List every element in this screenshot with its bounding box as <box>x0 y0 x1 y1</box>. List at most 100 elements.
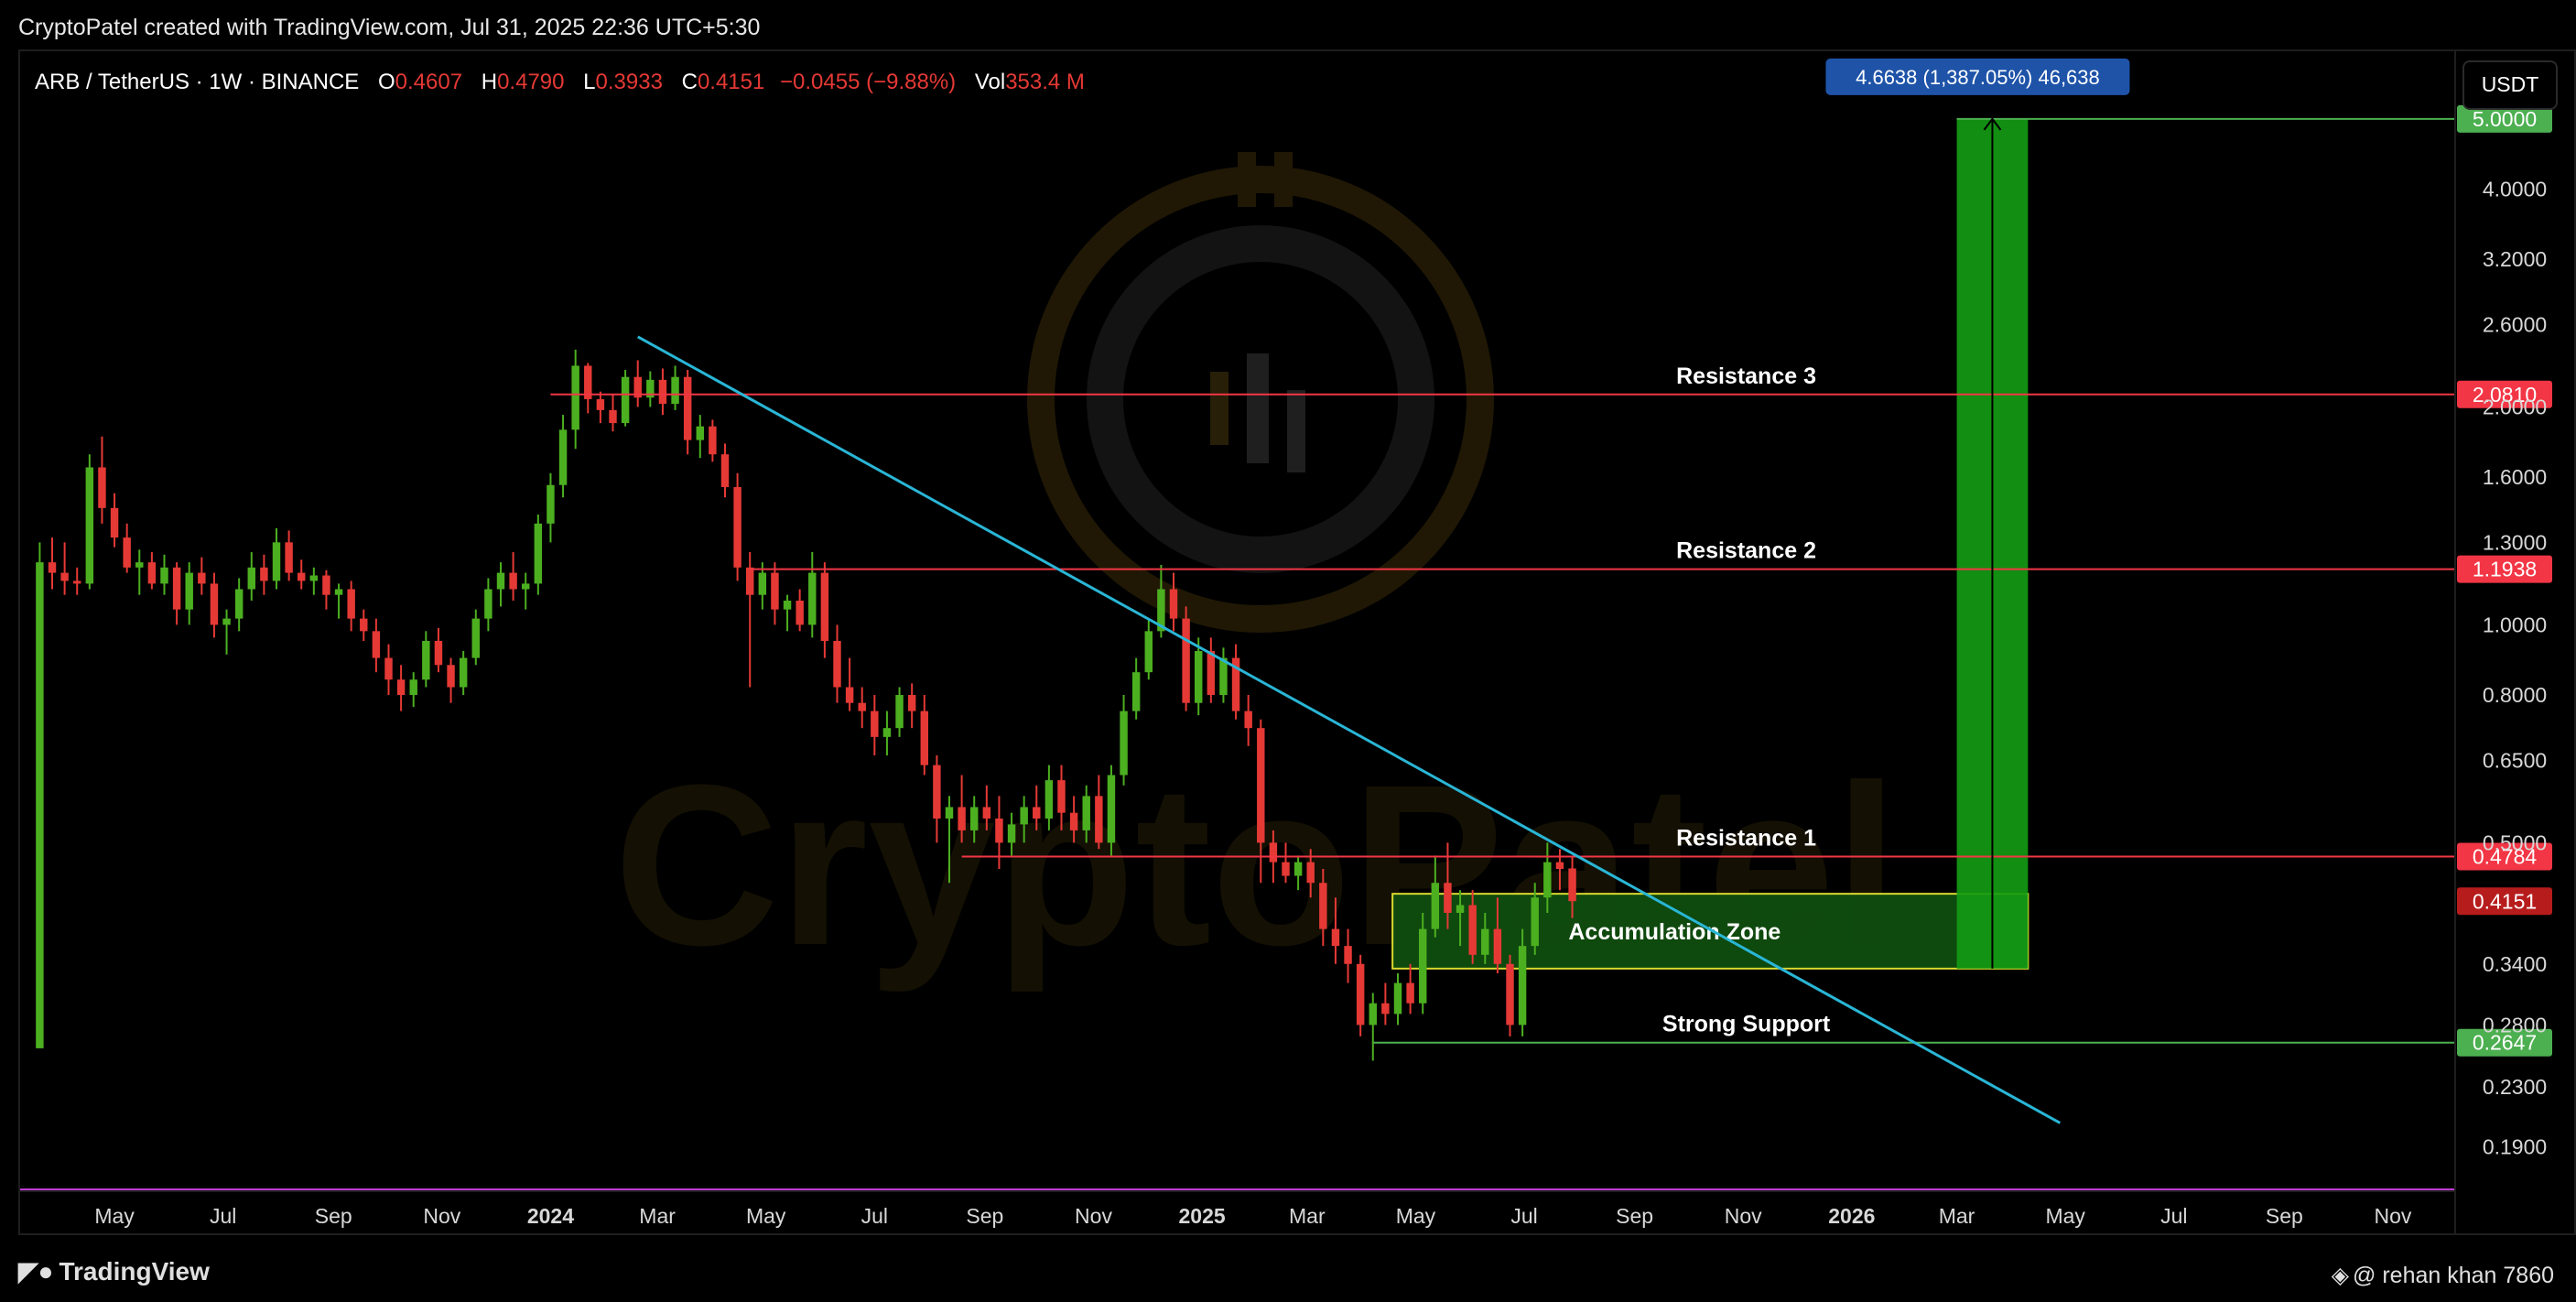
candle-body <box>1393 982 1402 1014</box>
y-tick-label: 1.6000 <box>2483 465 2547 489</box>
candle-body <box>871 711 879 737</box>
candle-body <box>858 702 866 711</box>
candle-body <box>1257 728 1265 843</box>
candle-body <box>1020 807 1028 825</box>
x-tick-label: Sep <box>966 1204 1003 1228</box>
candle-body <box>1157 589 1165 632</box>
y-axis: 4.0000 3.2000 2.6000 2.0000 1.6000 1.3000 1.00… <box>2454 51 2547 1233</box>
current-price-badge-text: 0.4151 <box>2473 889 2537 913</box>
candle-body <box>360 618 368 632</box>
low-label: L <box>583 70 596 94</box>
candle-body <box>396 679 406 696</box>
close-value: 0.4151 <box>697 70 765 94</box>
candle-body <box>758 572 767 595</box>
x-axis: May Jul Sep Nov 2024 Mar May Jul Sep Nov 2025 Mar Ma… <box>20 1190 2455 1228</box>
price-chart[interactable]: CryptoPatel Accumulation Zone Resistance… <box>20 51 2574 1233</box>
candle-body <box>1481 928 1489 955</box>
candle-body <box>384 657 393 680</box>
level-price-badge <box>2457 842 2552 871</box>
candle-body <box>1293 862 1303 876</box>
candle-body <box>571 365 579 430</box>
candle-body <box>1033 807 1041 819</box>
candle-body <box>334 589 343 595</box>
chart-credit: CryptoPatel created with TradingView.com… <box>18 15 761 40</box>
open-value: 0.4607 <box>395 70 463 94</box>
candle-body <box>547 484 555 524</box>
candle-body <box>995 818 1003 843</box>
candle-body <box>534 523 543 584</box>
candle-body <box>85 467 94 584</box>
candle-body <box>1406 982 1414 1004</box>
bottom-bar <box>0 1236 2576 1302</box>
candle-body <box>1518 946 1527 1025</box>
candle-body <box>459 657 468 688</box>
candle-body <box>658 379 667 405</box>
candle-body <box>1007 824 1016 843</box>
candle-body <box>471 618 480 658</box>
measure-badge[interactable] <box>1825 58 2130 95</box>
candle-body <box>484 589 492 619</box>
y-tick-label: 0.5000 <box>2483 830 2547 854</box>
candle-body <box>584 365 592 399</box>
y-tick-label: 0.1900 <box>2483 1135 2547 1159</box>
level-name: Strong Support <box>1662 1012 1831 1037</box>
candle-body <box>1493 928 1502 964</box>
descending-trendline[interactable] <box>636 335 2062 1124</box>
candle-body <box>1356 963 1365 1025</box>
candle-body <box>882 728 892 737</box>
candle-body <box>1082 796 1090 830</box>
candle-body <box>285 542 293 573</box>
symbol-label[interactable]: ARB / TetherUS · 1W · BINANCE <box>35 70 360 94</box>
measure-group[interactable]: 4.6638 (1,387.05%) 46,638 <box>1825 58 2130 969</box>
candle-body <box>1331 928 1340 947</box>
x-tick-label: Jul <box>210 1204 236 1228</box>
candlestick-series <box>36 349 1576 1061</box>
candle-body <box>509 572 517 590</box>
candle-body <box>1431 883 1440 929</box>
high-value: 0.4790 <box>497 70 565 94</box>
candle-body <box>522 583 530 590</box>
x-tick-label: May <box>2045 1204 2085 1228</box>
accumulation-zone-label: Accumulation Zone <box>1568 919 1780 945</box>
level-price-badge <box>2457 555 2552 583</box>
candle-body <box>234 589 244 619</box>
candle-body <box>110 507 119 538</box>
candle-body <box>272 542 281 581</box>
x-tick-label: Jul <box>2160 1204 2187 1228</box>
candle-body <box>958 807 966 830</box>
tradingview-brand: TradingView <box>59 1257 210 1286</box>
target-price-badge <box>2457 104 2552 133</box>
candle-body <box>1369 1003 1377 1025</box>
x-tick-label: Nov <box>423 1204 460 1228</box>
x-tick-label: May <box>1396 1204 1436 1228</box>
horizontal-levels[interactable]: Resistance 3 2.0810 Resistance 2 1.1938 Resi… <box>550 104 2552 1057</box>
candle-body <box>298 572 306 581</box>
chart-panel[interactable]: CryptoPatel Accumulation Zone Resistance… <box>18 49 2576 1235</box>
trendline-group[interactable] <box>636 335 2062 1124</box>
candle-body <box>147 562 157 584</box>
x-tick-label: Jul <box>1510 1204 1537 1228</box>
currency-button[interactable]: USDT <box>2462 60 2558 110</box>
candle-body <box>1231 657 1240 711</box>
candle-body <box>309 575 319 581</box>
candle-body <box>36 562 44 1048</box>
measure-arrowhead <box>1983 117 2002 131</box>
y-tick-label: 0.8000 <box>2483 683 2547 707</box>
candle-body <box>322 575 330 595</box>
candle-body <box>1107 775 1116 843</box>
x-tick-label: Nov <box>1075 1204 1112 1228</box>
volume-label: Vol <box>974 70 1006 94</box>
level-price-badge <box>2457 1028 2552 1057</box>
candle-body <box>1543 862 1552 898</box>
x-tick-label: Mar <box>1939 1204 1975 1228</box>
x-tick-label: May <box>94 1204 135 1228</box>
candle-body <box>422 641 430 680</box>
candle-body <box>347 589 355 619</box>
tradingview-logo[interactable]: ◤● TradingView <box>18 1256 210 1286</box>
candle-body <box>1057 780 1066 813</box>
candle-body <box>1244 711 1252 729</box>
x-tick-label: Nov <box>2374 1204 2411 1228</box>
volume-value: 353.4 M <box>1005 70 1085 94</box>
candle-body <box>833 641 841 688</box>
level-price-badge <box>2457 380 2552 408</box>
